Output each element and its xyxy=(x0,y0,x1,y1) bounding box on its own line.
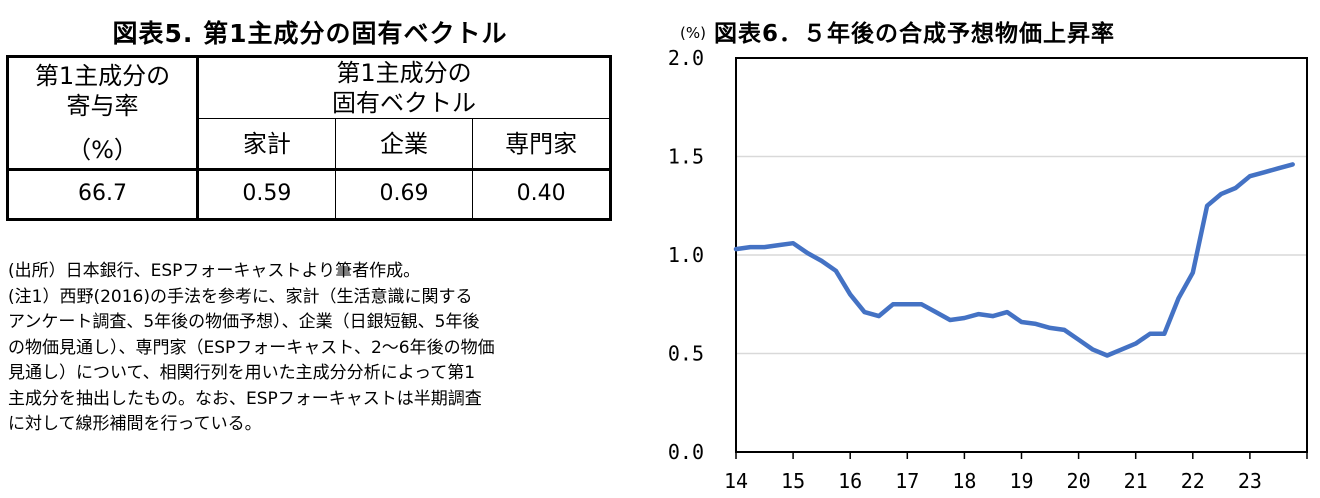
value-household: 0.59 xyxy=(196,167,336,221)
eigenvector-header-line1: 第1主成分の xyxy=(336,59,472,88)
table-title: 図表5. 第1主成分の固有ベクトル xyxy=(112,19,508,48)
series-line xyxy=(733,162,1295,358)
x-tick-label: 23 xyxy=(1238,469,1262,493)
x-tick-label: 17 xyxy=(895,469,919,493)
note-line: (注1）西野(2016)の手法を参考に、家計（生活意識に関する xyxy=(8,286,473,307)
value-expert: 0.40 xyxy=(472,167,611,221)
contribution-header-line2: 寄与率 xyxy=(66,91,139,120)
x-tick-label: 19 xyxy=(1009,469,1033,493)
note-line: に対して線形補間を行っている。 xyxy=(8,414,262,434)
note-line: 見通し）について、相関行列を用いた主成分分析によって第1 xyxy=(8,363,476,383)
note-line: アンケート調査、5年後の物価予想）、企業（日銀短観、5年後 xyxy=(8,312,480,332)
x-tick-label: 22 xyxy=(1181,469,1205,493)
note-line: 主成分を抽出したもの。なお、ESPフォーキャストは半期調査 xyxy=(8,388,482,409)
column-header-expert: 専門家 xyxy=(472,118,611,170)
eigenvector-header-line2: 固有ベクトル xyxy=(332,89,476,118)
y-tick-label: 1.5 xyxy=(668,145,704,169)
y-unit-label: (%) xyxy=(680,24,706,42)
y-tick-label: 0.0 xyxy=(668,440,704,464)
x-tick-label: 21 xyxy=(1124,469,1148,493)
y-tick-label: 0.5 xyxy=(668,342,704,366)
note-line: の物価見通し）、専門家（ESPフォーキャスト、2～6年後の物価 xyxy=(8,337,495,358)
x-tick-label: 18 xyxy=(952,469,976,493)
x-tick-label: 15 xyxy=(781,469,805,493)
x-tick-label: 14 xyxy=(724,469,748,493)
contribution-header-line1: 第1主成分の xyxy=(34,61,171,90)
chart-title-block: (%) 図表6．５年後の合成予想物価上昇率 xyxy=(680,14,1320,48)
y-tick-label: 2.0 xyxy=(668,46,704,70)
column-header-firm: 企業 xyxy=(334,118,474,170)
notes: (出所）日本銀行、ESPフォーキャストより筆者作成。 (注1）西野(2016)の… xyxy=(8,259,618,438)
x-tick-label: 20 xyxy=(1067,469,1091,493)
y-tick-label: 1.0 xyxy=(668,243,704,267)
note-line: (出所）日本銀行、ESPフォーキャストより筆者作成。 xyxy=(8,261,421,281)
contribution-header-line3: （%） xyxy=(67,135,138,164)
eigenvector-table: 第1主成分の 寄与率 （%） 第1主成分の 固有ベクトル 家計 企業 専門家 6… xyxy=(6,55,612,221)
chart-title: 図表6．５年後の合成予想物価上昇率 xyxy=(713,21,1115,47)
x-tick-label: 16 xyxy=(838,469,862,493)
value-firm: 0.69 xyxy=(334,167,474,221)
eigenvector-header: 第1主成分の 固有ベクトル xyxy=(196,55,611,120)
